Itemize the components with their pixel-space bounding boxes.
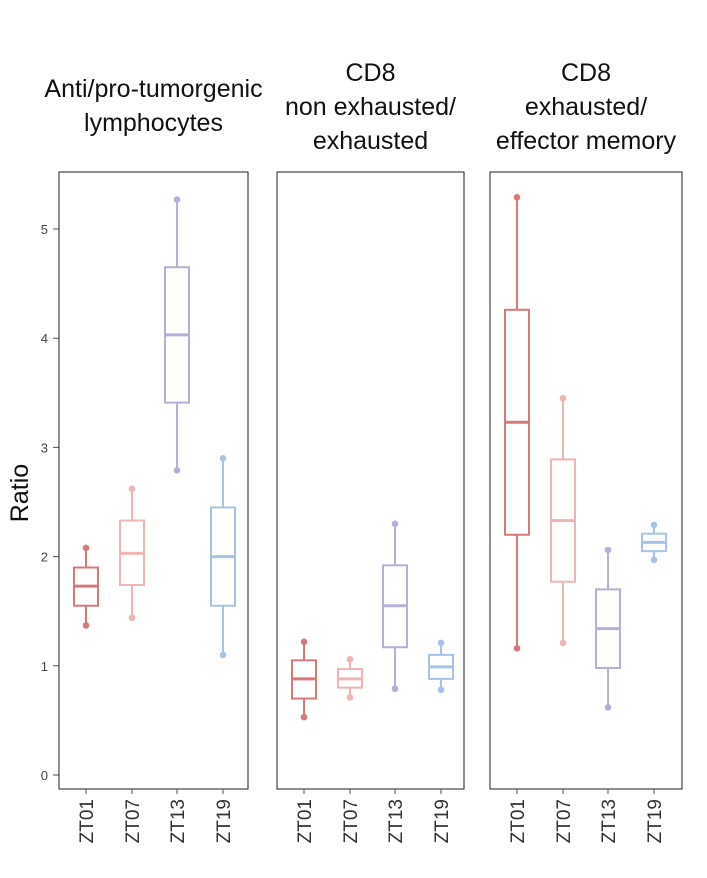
max-point <box>391 520 399 528</box>
x-tick-label: ZT19 <box>214 799 235 843</box>
x-tick-label: ZT01 <box>295 799 316 843</box>
max-point <box>559 394 567 402</box>
panel-title: lymphocytes <box>84 109 223 137</box>
min-point <box>128 614 136 622</box>
panel-title: CD8 <box>561 59 611 87</box>
max-point <box>437 639 445 647</box>
min-point <box>437 686 445 694</box>
max-point <box>219 455 227 462</box>
x-tick-label: ZT01 <box>508 799 529 843</box>
min-point <box>391 685 399 693</box>
panel-frame <box>276 171 465 790</box>
panel-title: Anti/pro-tumorgenic <box>44 75 262 103</box>
max-point <box>513 194 521 201</box>
max-point <box>300 638 308 646</box>
x-tick-label: ZT19 <box>645 799 666 843</box>
min-point <box>300 713 308 721</box>
y-tick-label: 3 <box>41 440 48 455</box>
x-tick-label: ZT07 <box>554 799 575 843</box>
x-tick-label: ZT13 <box>599 799 620 843</box>
max-point <box>173 196 181 203</box>
max-point <box>128 485 136 493</box>
y-tick-label: 1 <box>41 659 48 674</box>
y-tick-label: 4 <box>41 331 48 346</box>
panel-title: exhausted <box>313 127 428 155</box>
panel-title: effector memory <box>496 127 677 155</box>
min-point <box>559 639 567 647</box>
min-point <box>219 651 227 659</box>
x-tick-label: ZT07 <box>341 799 362 843</box>
max-point <box>650 521 658 529</box>
panel-title: exhausted/ <box>525 93 647 121</box>
panel-title: CD8 <box>345 59 395 87</box>
x-tick-label: ZT01 <box>77 799 98 843</box>
y-tick-label: 5 <box>41 222 48 237</box>
y-axis-label: Ratio <box>6 464 34 522</box>
min-point <box>82 622 90 629</box>
max-point <box>82 544 90 552</box>
x-tick-label: ZT13 <box>386 799 407 843</box>
panel-frame <box>58 171 249 790</box>
max-point <box>604 546 612 554</box>
panel-title: non exhausted/ <box>285 93 456 121</box>
x-tick-label: ZT13 <box>168 799 189 843</box>
min-point <box>650 556 658 564</box>
x-tick-label: ZT07 <box>123 799 144 843</box>
y-tick-label: 2 <box>41 550 48 565</box>
min-point <box>173 467 181 474</box>
max-point <box>346 655 354 663</box>
y-tick-label: 0 <box>41 768 48 783</box>
min-point <box>346 694 354 701</box>
min-point <box>513 645 521 652</box>
panel-frame <box>489 171 683 790</box>
min-point <box>604 703 612 711</box>
x-tick-label: ZT19 <box>432 799 453 843</box>
